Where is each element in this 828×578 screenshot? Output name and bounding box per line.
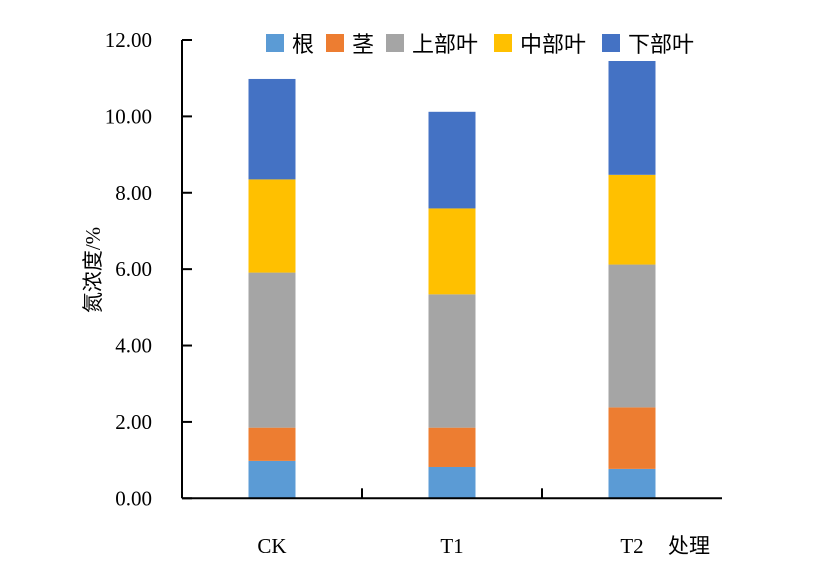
bar-segment-T2-3 <box>608 174 656 265</box>
y-tick-label: 0.00 <box>115 486 152 510</box>
legend-label-4: 下部叶 <box>628 32 694 57</box>
legend-swatch-4 <box>602 34 620 52</box>
bar-segment-T2-1 <box>608 407 656 469</box>
bar-segment-T1-4 <box>428 111 476 209</box>
bar-segment-T2-2 <box>608 264 656 408</box>
x-tick-label: CK <box>257 534 286 558</box>
bar-segment-T1-1 <box>428 427 476 467</box>
x-tick-label: T1 <box>440 534 463 558</box>
y-tick-label: 8.00 <box>115 181 152 205</box>
bar-segment-CK-1 <box>248 427 296 461</box>
legend-swatch-3 <box>494 34 512 52</box>
legend-swatch-1 <box>326 34 344 52</box>
bar-segment-CK-3 <box>248 179 296 273</box>
bar-segment-T1-3 <box>428 208 476 295</box>
bar-segment-CK-0 <box>248 460 296 499</box>
legend-label-1: 茎 <box>352 32 374 57</box>
legend-swatch-2 <box>386 34 404 52</box>
legend-label-2: 上部叶 <box>412 32 478 57</box>
legend-label-0: 根 <box>292 32 314 57</box>
bar-segment-CK-4 <box>248 78 296 180</box>
bar-segment-T1-0 <box>428 466 476 499</box>
y-tick-label: 2.00 <box>115 410 152 434</box>
y-axis-label: 氮浓度/% <box>81 227 105 313</box>
bar-segment-T2-4 <box>608 61 656 175</box>
y-tick-label: 6.00 <box>115 257 152 281</box>
y-tick-label: 12.00 <box>105 28 152 52</box>
bar-segment-T1-2 <box>428 294 476 428</box>
x-tick-label: T2 <box>620 534 643 558</box>
y-tick-label: 10.00 <box>105 104 152 128</box>
y-tick-label: 4.00 <box>115 334 152 358</box>
x-axis-label: 处理 <box>668 534 710 558</box>
bar-segment-CK-2 <box>248 272 296 428</box>
bar-segment-T2-0 <box>608 468 656 499</box>
legend-label-3: 中部叶 <box>520 32 586 57</box>
legend-swatch-0 <box>266 34 284 52</box>
